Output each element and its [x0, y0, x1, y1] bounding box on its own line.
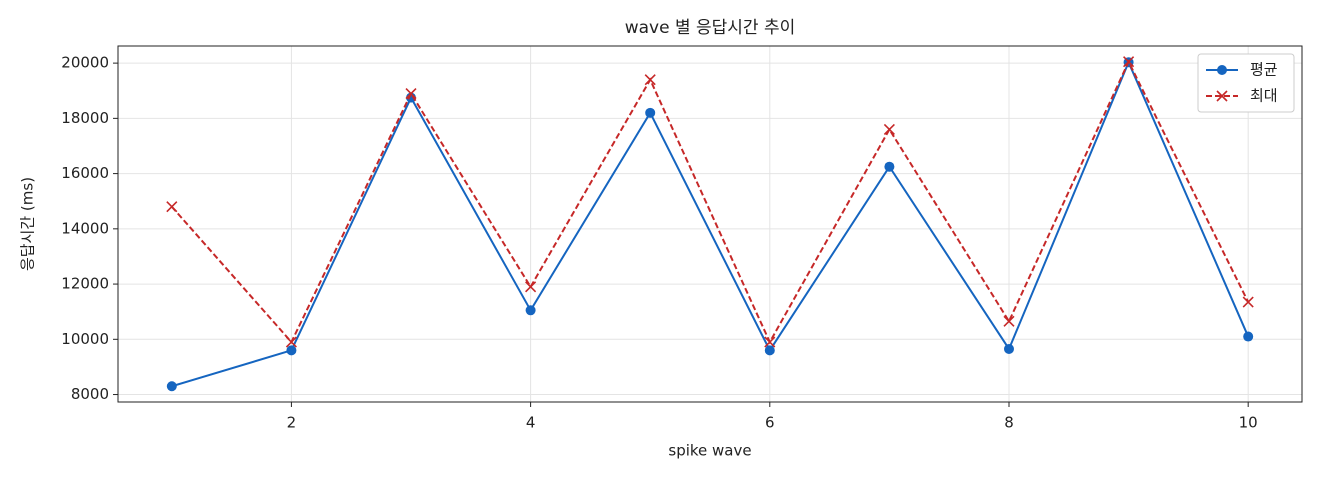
marker — [1242, 296, 1254, 308]
series-line — [171, 59, 1250, 388]
y-tick-label: 8000 — [71, 385, 109, 403]
x-tick-label: 4 — [526, 414, 536, 432]
chart-title: wave 별 응답시간 추이 — [625, 18, 796, 38]
marker — [1123, 56, 1135, 68]
marker — [1003, 315, 1015, 327]
legend-label: 평균 — [1250, 61, 1278, 79]
marker — [525, 281, 537, 293]
marker — [286, 345, 297, 356]
legend-frame — [1197, 53, 1295, 113]
series-line — [171, 59, 1250, 345]
marker — [883, 123, 895, 135]
marker — [405, 87, 417, 100]
marker — [1243, 331, 1254, 342]
y-tick-label: 18000 — [61, 109, 109, 127]
marker — [285, 336, 297, 348]
marker — [884, 161, 895, 172]
x-tick-label: 6 — [765, 414, 775, 432]
y-tick-label: 14000 — [61, 219, 109, 237]
marker — [166, 381, 177, 392]
x-tick-label: 10 — [1239, 414, 1258, 432]
marker — [166, 201, 178, 213]
y-tick-label: 10000 — [61, 330, 109, 348]
marker — [764, 336, 776, 348]
y-tick-label: 16000 — [61, 164, 109, 182]
marker — [1217, 65, 1227, 75]
plot-frame — [117, 45, 1303, 403]
x-tick-label: 2 — [287, 414, 297, 432]
marker — [645, 107, 656, 118]
x-tick-label: 8 — [1004, 414, 1014, 432]
marker — [1216, 90, 1228, 102]
marker — [525, 305, 536, 316]
marker — [1003, 343, 1014, 354]
legend-label: 최대 — [1250, 87, 1278, 105]
y-tick-label: 12000 — [61, 275, 109, 293]
marker — [644, 74, 656, 86]
y-tick-label: 20000 — [61, 54, 109, 72]
y-axis-label: 응답시간 (ms) — [19, 177, 37, 271]
marker — [764, 345, 775, 356]
x-axis-label: spike wave — [668, 442, 751, 460]
